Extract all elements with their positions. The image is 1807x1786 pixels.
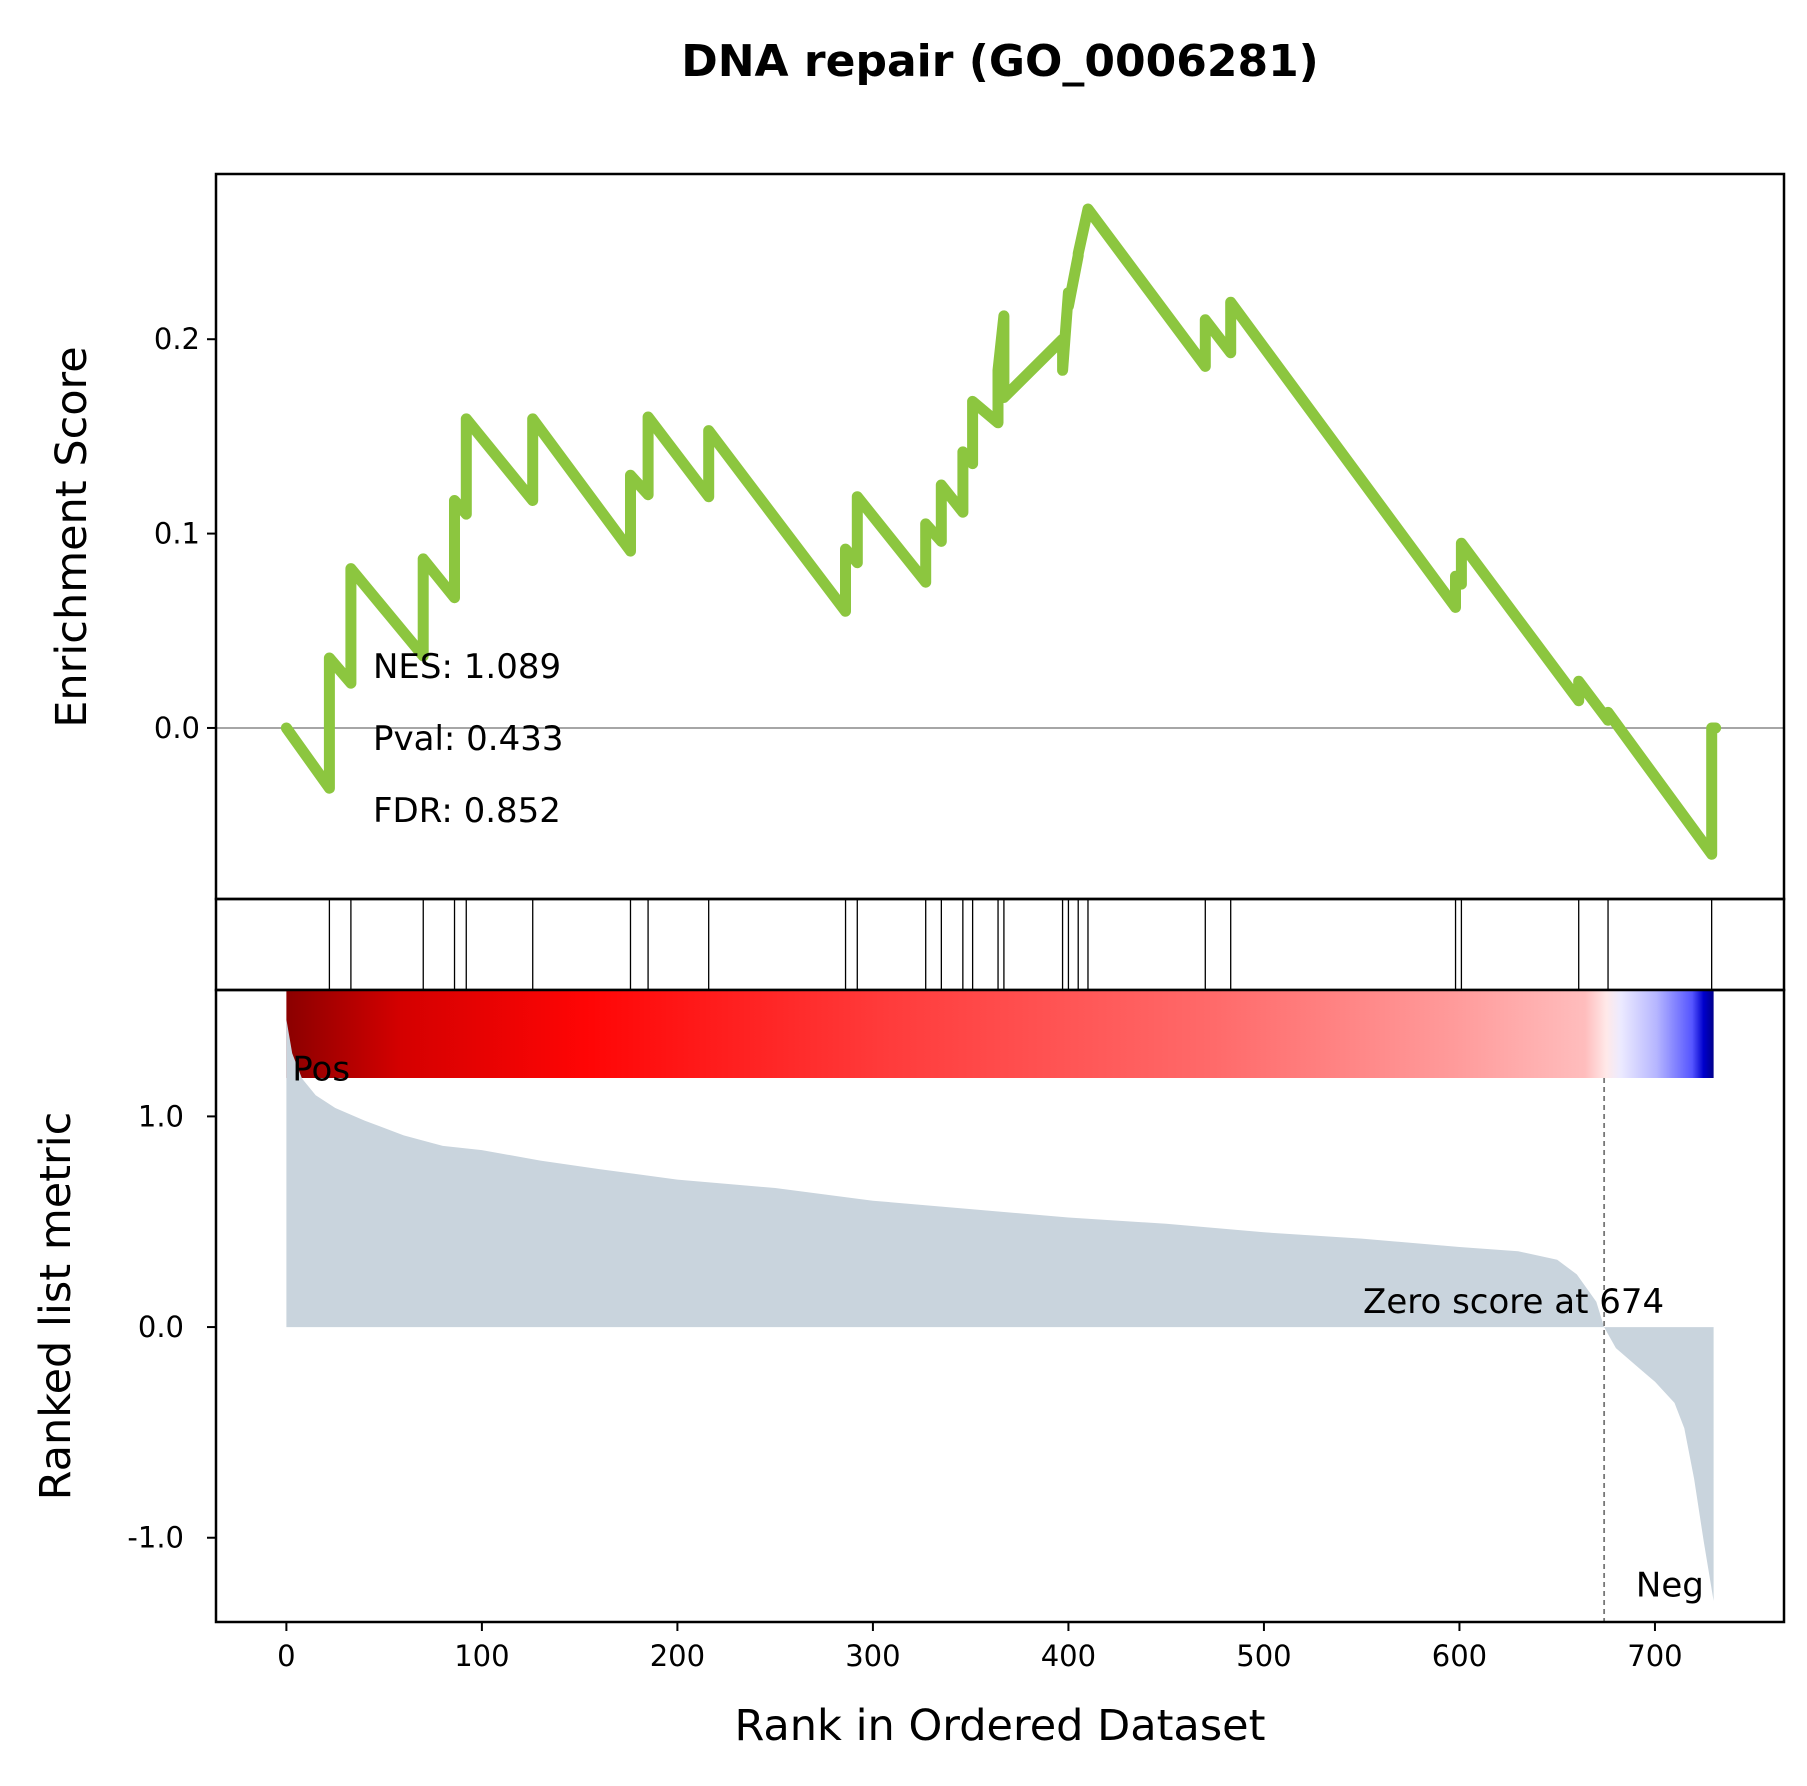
rank-y-tick-label: 1.0 — [138, 1099, 184, 1133]
zero-score-label: Zero score at 674 — [1363, 1282, 1664, 1322]
hits-panel-frame — [214, 897, 1786, 992]
rank-y-tick-label: -1.0 — [127, 1521, 184, 1555]
nes-value: NES: 1.089 — [373, 647, 561, 687]
pval-value: Pval: 0.433 — [373, 719, 564, 759]
running-enrichment-score-line — [280, 203, 1722, 860]
es-panel: 0.0 0.1 0.2 NES: 1.089 Pval: 0.433 FDR: 0.… — [47, 172, 1786, 901]
es-y-tick-label: 0.0 — [154, 711, 200, 745]
es-y-tick-label: 0.2 — [154, 322, 200, 356]
rank-y-axis-label: Ranked list metric — [31, 1112, 81, 1501]
x-tick-label: 600 — [1432, 1639, 1487, 1673]
es-y-axis: 0.0 0.1 0.2 — [154, 322, 216, 745]
x-tick-label: 100 — [454, 1639, 509, 1673]
chart-title: DNA repair (GO_0006281) — [681, 36, 1319, 87]
x-tick-label: 500 — [1236, 1639, 1291, 1673]
pos-label: Pos — [292, 1050, 350, 1090]
x-tick-label: 400 — [1041, 1639, 1096, 1673]
x-tick-label: 300 — [845, 1639, 900, 1673]
fdr-value: FDR: 0.852 — [373, 791, 561, 831]
gene-hit-markers — [328, 899, 1713, 990]
es-y-tick-label: 0.1 — [154, 517, 200, 551]
es-y-axis-label: Enrichment Score — [47, 346, 97, 728]
x-tick-label: 200 — [650, 1639, 705, 1673]
x-axis: 0 100 200 300 400 500 600 700 — [277, 1622, 1683, 1673]
ranked-metric-area — [286, 1019, 1714, 1601]
hits-panel — [214, 897, 1786, 992]
x-tick-label: 0 — [277, 1639, 295, 1673]
rank-color-bar — [286, 990, 1714, 1078]
rank-y-tick-label: 0.0 — [138, 1310, 184, 1344]
rank-panel-frame — [214, 988, 1786, 1624]
rank-panel: Zero score at 674 Pos Neg 1.0 0.0 -1.0 Ran… — [31, 988, 1786, 1624]
rank-y-axis: 1.0 0.0 -1.0 — [127, 1099, 216, 1555]
x-axis-label: Rank in Ordered Dataset — [734, 1701, 1265, 1751]
x-tick-label: 700 — [1627, 1639, 1682, 1673]
neg-label: Neg — [1636, 1566, 1704, 1606]
